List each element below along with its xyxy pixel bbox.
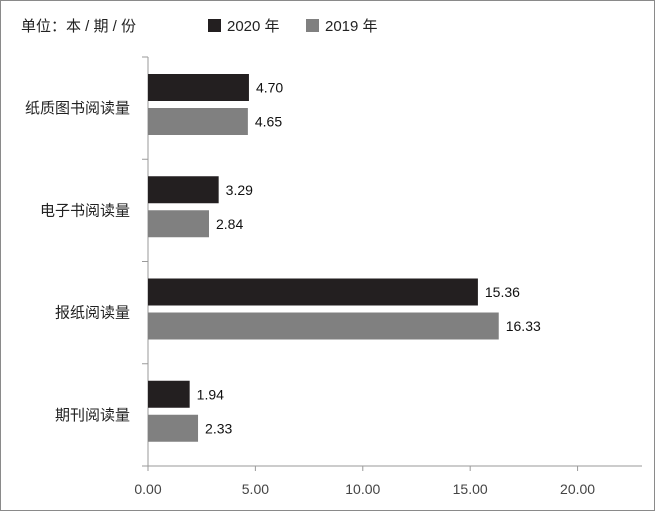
category-label: 纸质图书阅读量 <box>25 100 130 117</box>
data-label: 15.36 <box>485 284 520 300</box>
category-label: 报纸阅读量 <box>55 305 130 322</box>
data-label: 1.94 <box>197 386 224 402</box>
x-tick-label: 15.00 <box>453 481 488 497</box>
x-tick-label: 0.00 <box>134 481 161 497</box>
data-label: 16.33 <box>506 318 541 334</box>
bar-2020 <box>148 380 190 408</box>
bar-2019 <box>148 210 209 238</box>
legend-label-2019: 2019 年 <box>325 18 378 35</box>
data-label: 2.33 <box>205 420 232 436</box>
data-label: 4.70 <box>256 80 283 96</box>
bar-2019 <box>148 414 199 442</box>
category-label: 期刊阅读量 <box>55 407 130 424</box>
category-label: 电子书阅读量 <box>40 202 130 219</box>
x-tick-label: 5.00 <box>242 481 269 497</box>
data-label: 3.29 <box>226 182 253 198</box>
legend-swatch-2019 <box>306 19 319 32</box>
bar-2020 <box>148 176 219 204</box>
bar-2019 <box>148 108 248 135</box>
x-tick-label: 20.00 <box>560 481 595 497</box>
unit-label: 单位：本 / 期 / 份 <box>21 18 137 35</box>
legend-swatch-2020 <box>208 19 221 32</box>
bar-2020 <box>148 74 249 101</box>
data-label: 2.84 <box>216 216 243 232</box>
data-label: 4.65 <box>255 114 282 130</box>
bar-2020 <box>148 278 478 306</box>
legend-label-2020: 2020 年 <box>227 18 280 35</box>
x-tick-label: 10.00 <box>345 481 380 497</box>
bar-2019 <box>148 312 499 340</box>
legend-item-2020: 2020 年 <box>208 15 280 36</box>
legend-item-2019: 2019 年 <box>306 15 378 36</box>
